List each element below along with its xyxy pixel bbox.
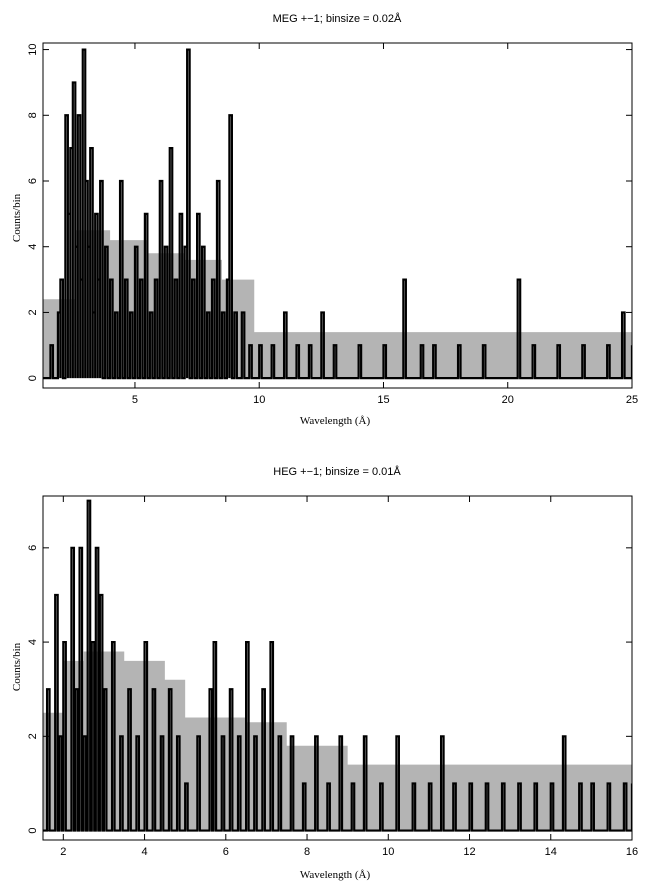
heg-plot-frame — [42, 495, 633, 841]
heg-panel: HEG +−1; binsize = 0.01Å Wavelength (Å) … — [11, 465, 638, 881]
heg-x-tick-label: 12 — [463, 846, 475, 858]
heg-chart-title: HEG +−1; binsize = 0.01Å — [273, 465, 401, 478]
meg-x-axis-label: Wavelength (Å) — [300, 415, 371, 427]
heg-x-tick-label: 16 — [626, 846, 638, 858]
meg-x-tick-label: 20 — [502, 394, 514, 406]
heg-y-tick-label: 2 — [27, 733, 39, 739]
heg-x-tick-label: 6 — [223, 846, 229, 858]
meg-y-tick-label: 8 — [27, 112, 39, 118]
meg-y-tick-label: 10 — [27, 43, 39, 55]
meg-y-tick-label: 4 — [27, 244, 39, 250]
meg-y-tick-label: 2 — [27, 309, 39, 315]
meg-x-tick-label: 5 — [132, 394, 138, 406]
meg-y-tick-label: 0 — [27, 375, 39, 381]
heg-x-tick-label: 4 — [141, 846, 147, 858]
heg-x-tick-label: 10 — [382, 846, 394, 858]
meg-x-tick-label: 25 — [626, 394, 638, 406]
heg-data-histogram — [43, 499, 632, 832]
meg-x-tick-label: 15 — [377, 394, 389, 406]
meg-y-axis-label: Counts/bin — [11, 193, 23, 242]
heg-y-tick-label: 6 — [27, 545, 39, 551]
meg-data-histogram — [43, 48, 632, 380]
heg-x-tick-label: 14 — [545, 846, 557, 858]
heg-y-tick-label: 4 — [27, 639, 39, 645]
heg-x-tick-label: 2 — [60, 846, 66, 858]
meg-plot-frame — [42, 42, 633, 389]
meg-y-tick-label: 6 — [27, 178, 39, 184]
meg-chart-title: MEG +−1; binsize = 0.02Å — [273, 12, 402, 25]
meg-model-band — [43, 230, 632, 379]
heg-x-tick-label: 8 — [304, 846, 310, 858]
meg-x-tick-label: 10 — [253, 394, 265, 406]
heg-x-axis-label: Wavelength (Å) — [300, 869, 371, 881]
meg-panel: MEG +−1; binsize = 0.02Å Wavelength (Å) … — [11, 12, 638, 427]
heg-y-tick-label: 0 — [27, 828, 39, 834]
heg-y-axis-label: Counts/bin — [11, 642, 23, 691]
